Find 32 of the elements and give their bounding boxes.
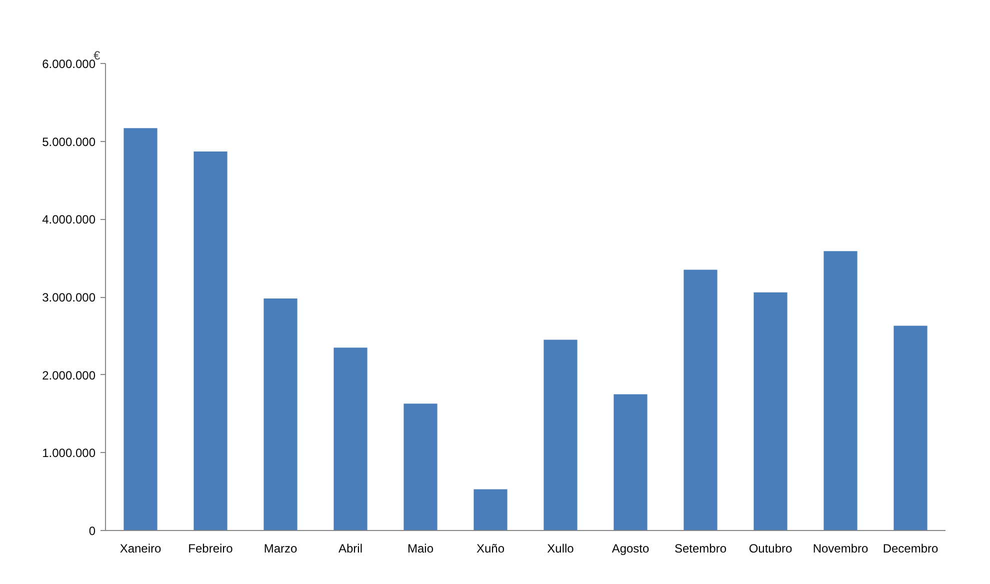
y-tick-label: 2.000.000 (42, 368, 96, 382)
bar (124, 128, 158, 530)
x-tick-label: Novembro (812, 542, 869, 556)
bar (194, 151, 228, 530)
bar (824, 251, 858, 530)
bar (474, 489, 508, 530)
x-tick-label: Agosto (612, 542, 650, 556)
bar (894, 326, 928, 530)
x-tick-label: Xaneiro (120, 542, 162, 556)
bar (614, 394, 648, 530)
bar (404, 404, 438, 530)
y-tick-label: 4.000.000 (42, 212, 96, 227)
y-tick-label: 6.000.000 (42, 57, 96, 71)
x-tick-label: Decembro (882, 542, 939, 556)
y-tick-label: 5.000.000 (42, 134, 96, 149)
x-tick-label: Xullo (547, 542, 574, 556)
bar (684, 270, 718, 530)
x-tick-label: Abril (338, 542, 363, 556)
bar (544, 340, 578, 530)
y-tick-label: 3.000.000 (42, 290, 96, 304)
x-tick-label: Maio (407, 542, 434, 556)
y-tick-label: 1.000.000 (42, 446, 96, 460)
bar (264, 298, 298, 530)
bar (754, 292, 788, 530)
x-tick-label: Marzo (264, 542, 298, 556)
x-tick-label: Setembro (674, 542, 727, 556)
x-tick-label: Xuño (476, 542, 505, 556)
y-axis-title: € (94, 48, 100, 62)
x-tick-label: Outubro (748, 542, 793, 556)
bar (334, 348, 368, 530)
x-tick-label: Febreiro (188, 542, 234, 556)
y-tick-label: 0 (88, 524, 96, 538)
